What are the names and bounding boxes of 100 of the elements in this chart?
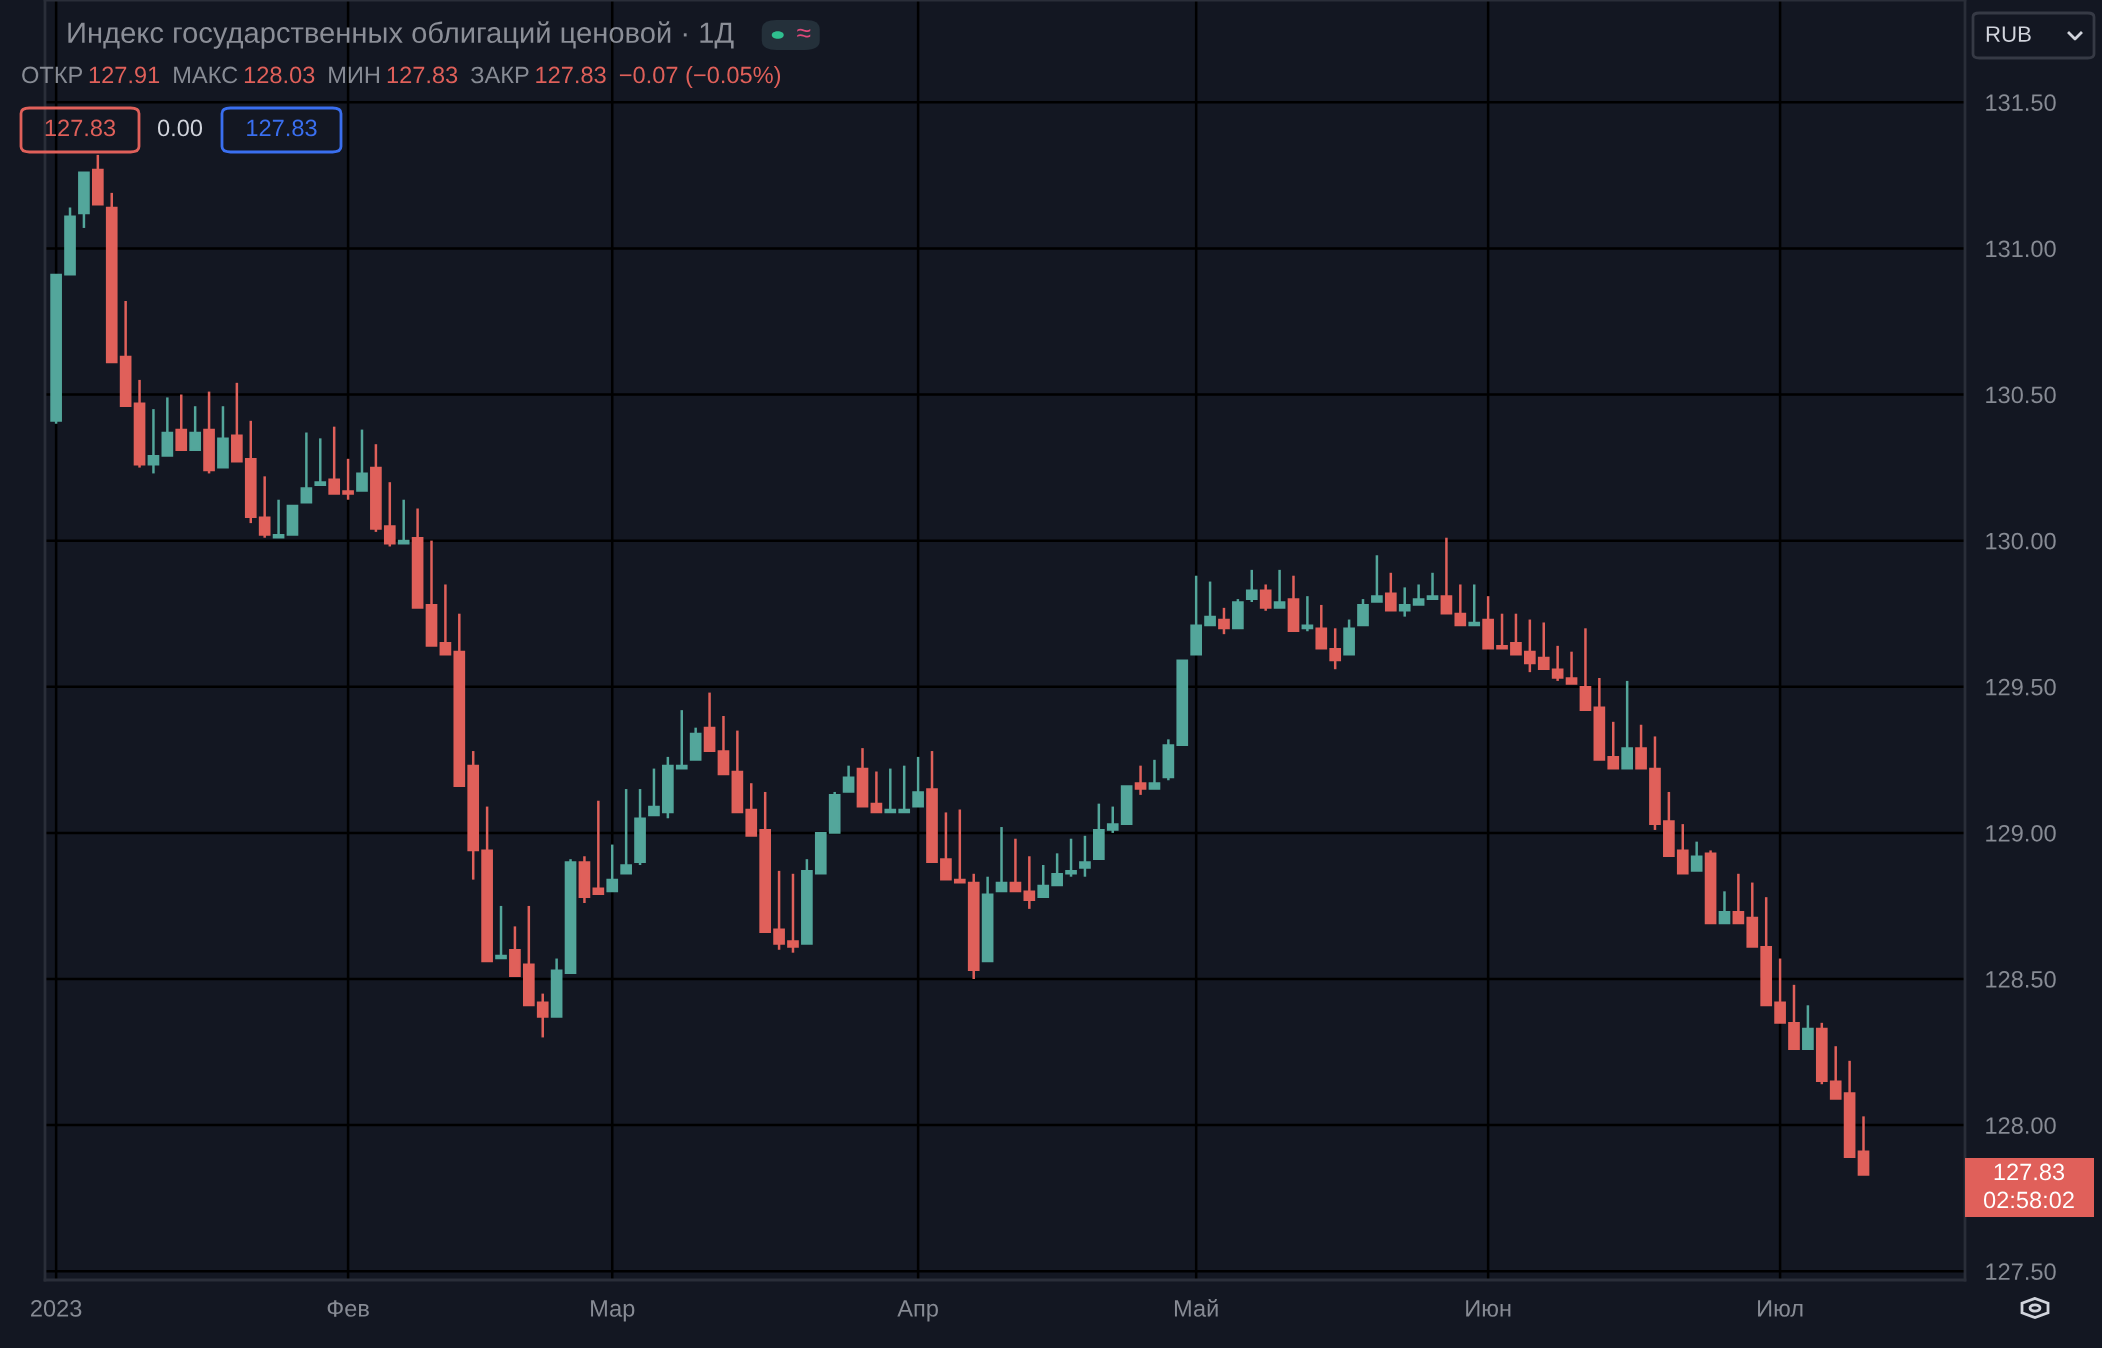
y-tick-label: 131.00	[1986, 240, 2056, 258]
candlestick	[1426, 571, 1439, 601]
x-tick-label: Фев	[327, 1300, 369, 1317]
candlestick	[1454, 583, 1467, 627]
candlestick	[495, 904, 507, 960]
candlestick	[912, 755, 924, 808]
candlestick	[592, 799, 605, 896]
y-tick-label: 129.50	[1986, 678, 2056, 696]
candlestick	[1218, 606, 1230, 636]
candlestick	[1537, 621, 1550, 671]
candlestick	[1037, 863, 1050, 899]
candlestick	[1496, 612, 1508, 651]
y-tick-label: 127.50	[1986, 1263, 2056, 1281]
candlestick	[1718, 890, 1731, 925]
candlestick	[536, 992, 549, 1039]
candlestick	[1551, 644, 1564, 683]
candlestick	[1398, 586, 1411, 618]
candlestick	[314, 437, 327, 487]
annotation: МАКС	[174, 66, 238, 84]
candlestick	[1579, 627, 1592, 712]
text: 02:58:02	[1983, 1191, 2074, 1209]
annotation: 127.91	[89, 66, 160, 84]
candlestick	[648, 767, 660, 817]
candlestick	[1009, 837, 1022, 893]
y-tick-label: 128.50	[1986, 971, 2056, 988]
annotation: 127.83	[45, 119, 116, 137]
candlestick	[773, 869, 785, 952]
text: 127.83	[1994, 1163, 2065, 1181]
candlestick	[620, 787, 632, 876]
candlestick	[1315, 603, 1328, 651]
candlestick	[147, 407, 160, 475]
candlestick	[189, 404, 201, 452]
text: RUB	[1986, 26, 2031, 42]
candlestick	[300, 431, 313, 504]
annotation: 127.83	[247, 119, 317, 137]
annotation: 127.83	[387, 66, 458, 84]
candlestick	[884, 767, 897, 814]
candlestick	[1607, 720, 1620, 770]
x-tick-label: Апр	[897, 1300, 938, 1322]
candlestick	[1412, 583, 1425, 607]
candlestick	[175, 393, 188, 452]
candlestick	[703, 691, 716, 753]
candlestick	[1635, 723, 1647, 770]
candlestick	[842, 764, 855, 794]
candlestick	[1802, 1004, 1814, 1051]
candlestick	[606, 843, 619, 893]
candlestick	[675, 708, 688, 770]
candlestick	[995, 825, 1008, 893]
candlestick	[328, 425, 341, 496]
candlestick	[870, 770, 883, 814]
annotation: ≈	[797, 28, 811, 38]
candlestick	[1732, 872, 1745, 925]
candlestick	[1510, 612, 1522, 656]
candlestick	[1371, 554, 1383, 604]
candlestick	[1440, 536, 1453, 615]
y-tick-label: 128.00	[1986, 1117, 2056, 1134]
candlestick	[1357, 597, 1369, 627]
candlestick	[1106, 805, 1119, 835]
candlestick	[717, 714, 730, 776]
y-tick-label: 131.50	[1986, 94, 2056, 112]
annotation: ЗАКР	[471, 66, 529, 84]
candlestick	[1079, 834, 1091, 878]
annotation: 127.83	[536, 66, 606, 84]
candlestick	[1523, 618, 1536, 674]
annotation: −0.07 (−0.05%)	[619, 66, 781, 88]
candlestick	[1065, 837, 1077, 878]
candlestick	[439, 583, 452, 656]
x-tick-label: Июл	[1758, 1300, 1803, 1317]
candlestick	[356, 428, 368, 493]
candlestick	[161, 396, 174, 458]
candlestick	[272, 498, 285, 539]
x-tick-label: Мар	[591, 1300, 635, 1322]
candlestick	[1051, 852, 1063, 887]
candlestick	[1259, 583, 1272, 613]
candlestick	[1468, 583, 1481, 627]
y-tick-label: 129.00	[1986, 824, 2056, 842]
candlestick	[1134, 764, 1147, 797]
candlestick	[342, 457, 354, 501]
candlestick	[1565, 650, 1578, 686]
x-tick-label: 2023	[31, 1300, 82, 1317]
candlestick	[787, 872, 799, 954]
candlestick	[1690, 840, 1703, 873]
x-tick-label: Май	[1174, 1299, 1218, 1317]
annotation: 0.00	[157, 119, 203, 137]
candlestick	[1829, 1044, 1842, 1101]
candlestick	[397, 498, 410, 545]
candlestick	[1245, 568, 1258, 604]
annotation: ОТКР	[22, 66, 83, 84]
text: Индекс государственных облигаций ценовой · 1Д	[68, 21, 734, 49]
candlestick	[1329, 627, 1342, 671]
x-tick-label: Июн	[1466, 1300, 1511, 1317]
candlestick	[1621, 679, 1633, 770]
candlestick	[1384, 571, 1397, 613]
candlestick	[898, 764, 911, 814]
candlestick	[1148, 758, 1161, 791]
y-tick-label: 130.50	[1986, 386, 2056, 404]
candlestick	[1273, 568, 1286, 610]
annotation: МИН	[329, 66, 380, 84]
y-tick-label: 130.00	[1986, 532, 2056, 550]
candlestick	[953, 808, 966, 884]
